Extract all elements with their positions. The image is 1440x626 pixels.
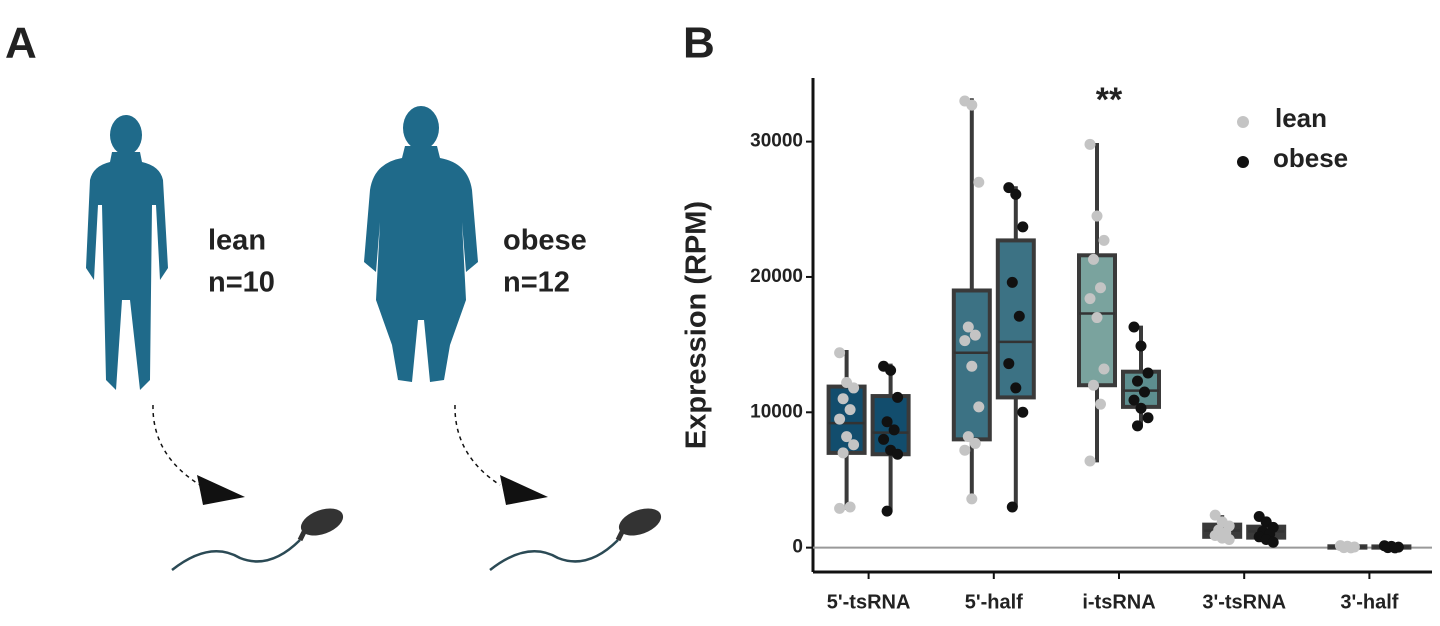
- sperm: [171, 508, 662, 571]
- data-point: [881, 416, 893, 428]
- data-point: [966, 493, 978, 505]
- data-point: [1084, 138, 1096, 150]
- data-point: [959, 444, 971, 456]
- data-point: [1209, 509, 1221, 521]
- data-point: [1006, 276, 1018, 288]
- data-point: [848, 439, 860, 451]
- data-point: [844, 501, 856, 513]
- data-point: [1267, 536, 1279, 548]
- data-point: [1010, 188, 1022, 200]
- group-label: lean: [208, 225, 266, 257]
- group-label: obese: [503, 225, 587, 257]
- data-point: [1095, 282, 1106, 294]
- data-point: [1091, 312, 1103, 324]
- data-point: [1003, 358, 1015, 370]
- x-tick-label: 3'-half: [1340, 591, 1398, 613]
- y-tick-label: 20000: [750, 266, 803, 287]
- data-point: [892, 391, 904, 403]
- legend-marker: [1237, 156, 1249, 168]
- data-point: [1003, 182, 1015, 194]
- x-tick-label: i-tsRNA: [1082, 591, 1155, 613]
- data-point: [1139, 386, 1150, 398]
- data-point: [969, 329, 981, 341]
- data-point: [1223, 534, 1235, 546]
- panel-label: A: [5, 19, 37, 68]
- data-point: [1013, 310, 1025, 322]
- data-point: [834, 347, 846, 359]
- data-point: [1084, 293, 1096, 305]
- y-tick-label: 30000: [750, 131, 803, 152]
- data-point: [1098, 363, 1110, 375]
- data-point: [1091, 210, 1103, 222]
- legend-label: obese: [1273, 143, 1348, 173]
- annotation: **: [1096, 81, 1123, 119]
- data-point: [962, 431, 974, 443]
- x-tick-label: 3'-tsRNA: [1202, 591, 1286, 613]
- arrow-head: [500, 475, 548, 505]
- data-point: [1345, 542, 1357, 554]
- data-point: [841, 431, 853, 443]
- data-point: [1095, 398, 1106, 410]
- group-n: n=10: [208, 267, 275, 299]
- data-point: [837, 393, 849, 405]
- panel-b: B Expression (RPM) 0 10000 20000 30000 5'-ts…: [681, 19, 1432, 613]
- data-point: [966, 360, 978, 372]
- arrows: [152, 404, 501, 486]
- data-point: [973, 176, 985, 188]
- data-point: [1088, 253, 1099, 265]
- panel-label: B: [683, 19, 715, 68]
- data-point: [844, 404, 856, 416]
- obese-silhouette: [364, 106, 478, 382]
- data-point: [1010, 382, 1022, 394]
- x-tick-label: 5'-tsRNA: [827, 591, 911, 613]
- data-point: [1006, 501, 1018, 513]
- data-point: [1135, 340, 1147, 352]
- y-axis-label: Expression (RPM): [681, 201, 713, 449]
- data-point: [1135, 402, 1147, 414]
- legend-label: lean: [1275, 103, 1327, 133]
- data-point: [1128, 321, 1140, 333]
- data-point: [1017, 406, 1029, 418]
- data-point: [834, 502, 846, 514]
- arrow-head: [197, 475, 245, 505]
- y-tick-label: 0: [792, 537, 803, 558]
- data-point: [834, 413, 846, 425]
- y-tick-label: 10000: [750, 401, 803, 422]
- data-point: [1142, 367, 1154, 379]
- data-point: [1132, 420, 1143, 432]
- data-point: [881, 505, 893, 517]
- group-n: n=12: [503, 267, 570, 299]
- data-point: [959, 335, 971, 347]
- data-point: [1017, 221, 1029, 233]
- data-point: [1142, 412, 1154, 424]
- data-point: [969, 437, 981, 449]
- data-point: [973, 401, 985, 413]
- data-point: [962, 321, 974, 333]
- data-point: [1128, 394, 1140, 406]
- legend-marker: [1237, 116, 1249, 128]
- data-point: [1088, 379, 1099, 391]
- data-point: [1389, 542, 1401, 554]
- lean-silhouette: [86, 115, 168, 390]
- data-point: [888, 424, 900, 436]
- data-point: [837, 447, 849, 459]
- data-point: [848, 382, 860, 394]
- panel-a: A lean n=10 obese n=12: [5, 19, 662, 571]
- data-point: [1098, 234, 1110, 246]
- data-point: [1084, 455, 1096, 467]
- data-point: [892, 448, 904, 460]
- data-point: [885, 364, 897, 376]
- data-point: [878, 433, 890, 445]
- data-point: [1132, 375, 1143, 387]
- x-tick-label: 5'-half: [965, 591, 1023, 613]
- data-point: [966, 99, 978, 111]
